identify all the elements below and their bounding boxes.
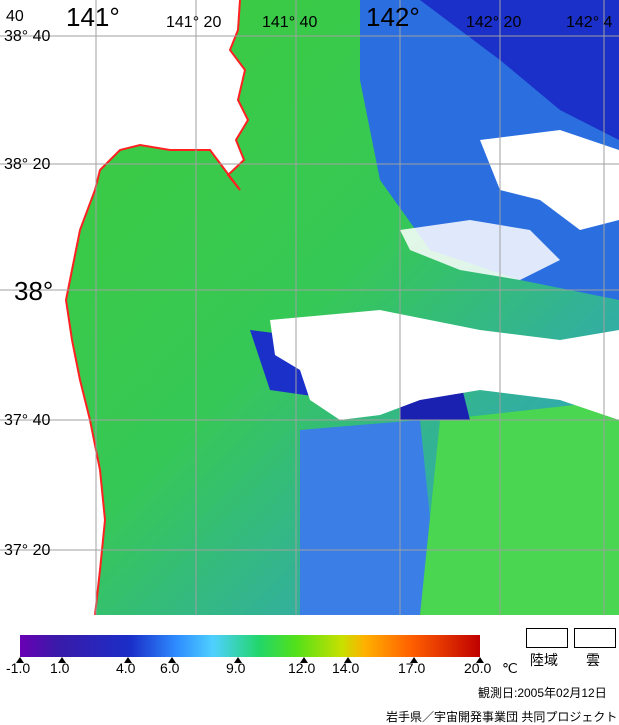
scale-label: 1.0 <box>50 660 70 676</box>
sst-map <box>0 0 619 615</box>
scale-tick <box>168 657 176 663</box>
lon-label: 141° 20 <box>166 14 222 31</box>
scale-label: 17.0 <box>398 660 426 676</box>
cold-water-region <box>420 0 619 140</box>
scale-tick <box>410 657 418 663</box>
scale-tick <box>58 657 66 663</box>
scale-label: -1.0 <box>6 660 31 676</box>
cloud-area <box>400 220 560 280</box>
lon-label: 142° 20 <box>466 14 522 31</box>
scale-tick <box>16 657 24 663</box>
lon-label: 141° <box>66 2 120 32</box>
lat-label: 38° 20 <box>4 156 51 173</box>
lon-label: 142° 4 <box>566 14 613 31</box>
scale-label: 6.0 <box>160 660 180 676</box>
lat-label: 40 <box>6 8 24 25</box>
scale-tick <box>476 657 484 663</box>
scale-tick <box>344 657 352 663</box>
observed-date: 観測日:2005年02月12日 <box>478 686 607 700</box>
cloud-label: 雲 <box>586 652 600 668</box>
lat-label: 38° <box>14 276 54 306</box>
color-scale-bar <box>20 635 480 657</box>
cloud-swatch <box>574 628 616 648</box>
lat-label: 37° 40 <box>4 412 51 429</box>
land-label: 陸域 <box>530 652 558 668</box>
graticule <box>0 0 619 615</box>
cloud-area <box>270 310 619 420</box>
land-swatch <box>526 628 568 648</box>
lon-label: 142° <box>366 2 420 32</box>
lat-label: 38° 40 <box>4 28 51 45</box>
scale-label: 14.0 <box>332 660 360 676</box>
scale-label: 20.0 <box>464 660 492 676</box>
cloud-area <box>480 130 619 230</box>
scale-tick <box>234 657 242 663</box>
scale-tick <box>300 657 308 663</box>
warm-water-region <box>420 400 619 615</box>
scale-label: 4.0 <box>116 660 136 676</box>
lon-label: 141° 40 <box>262 14 318 31</box>
land-area <box>0 0 248 615</box>
cold-water-region <box>300 420 440 615</box>
unit-label: ℃ <box>502 660 518 676</box>
scale-label: 12.0 <box>288 660 316 676</box>
scale-label: 9.0 <box>226 660 246 676</box>
lat-label: 37° 20 <box>4 542 51 559</box>
scale-tick <box>124 657 132 663</box>
legend <box>0 615 619 725</box>
coastline <box>64 0 250 615</box>
credit: 岩手県／宇宙開発事業団 共同プロジェクト <box>386 710 618 724</box>
